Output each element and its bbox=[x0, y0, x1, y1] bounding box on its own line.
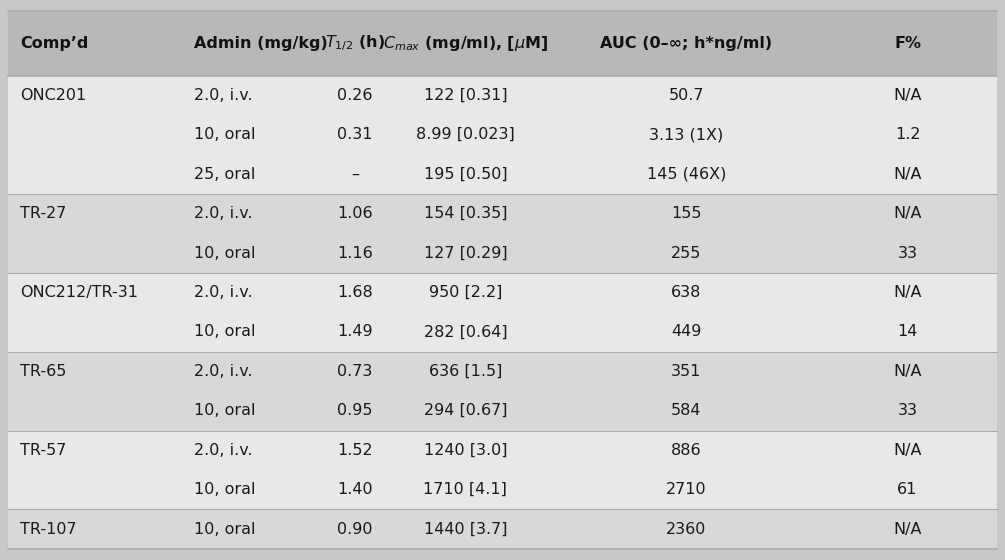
Text: 154 [0.35]: 154 [0.35] bbox=[423, 206, 508, 221]
Bar bbox=[8, 273, 997, 352]
Text: 14: 14 bbox=[897, 324, 918, 339]
Bar bbox=[8, 11, 997, 76]
Text: TR-65: TR-65 bbox=[20, 364, 66, 379]
Text: 10, oral: 10, oral bbox=[194, 245, 255, 260]
Text: $C_{max}$ (mg/ml), [$\mu$M]: $C_{max}$ (mg/ml), [$\mu$M] bbox=[383, 34, 548, 53]
Bar bbox=[8, 76, 997, 194]
Text: 1.06: 1.06 bbox=[337, 206, 373, 221]
Text: 122 [0.31]: 122 [0.31] bbox=[423, 88, 508, 103]
Bar bbox=[8, 194, 997, 273]
Text: 1.68: 1.68 bbox=[337, 285, 373, 300]
Text: TR-57: TR-57 bbox=[20, 443, 66, 458]
Text: 33: 33 bbox=[897, 245, 918, 260]
Text: 2.0, i.v.: 2.0, i.v. bbox=[194, 206, 252, 221]
Text: 638: 638 bbox=[671, 285, 701, 300]
Text: N/A: N/A bbox=[893, 364, 922, 379]
Text: N/A: N/A bbox=[893, 443, 922, 458]
Text: 1240 [3.0]: 1240 [3.0] bbox=[423, 443, 508, 458]
Text: N/A: N/A bbox=[893, 88, 922, 103]
Text: 10, oral: 10, oral bbox=[194, 403, 255, 418]
Text: 636 [1.5]: 636 [1.5] bbox=[428, 364, 502, 379]
Text: 10, oral: 10, oral bbox=[194, 127, 255, 142]
Text: ONC212/TR-31: ONC212/TR-31 bbox=[20, 285, 138, 300]
Text: 351: 351 bbox=[671, 364, 701, 379]
Text: 10, oral: 10, oral bbox=[194, 324, 255, 339]
Text: 2.0, i.v.: 2.0, i.v. bbox=[194, 443, 252, 458]
Text: ONC201: ONC201 bbox=[20, 88, 86, 103]
Text: 10, oral: 10, oral bbox=[194, 521, 255, 536]
Text: N/A: N/A bbox=[893, 285, 922, 300]
Text: Admin (mg/kg): Admin (mg/kg) bbox=[194, 36, 328, 51]
Text: 10, oral: 10, oral bbox=[194, 482, 255, 497]
Text: 2.0, i.v.: 2.0, i.v. bbox=[194, 88, 252, 103]
Text: 0.95: 0.95 bbox=[337, 403, 373, 418]
Text: N/A: N/A bbox=[893, 167, 922, 181]
Text: 1440 [3.7]: 1440 [3.7] bbox=[423, 521, 508, 536]
Text: 1710 [4.1]: 1710 [4.1] bbox=[423, 482, 508, 497]
Text: N/A: N/A bbox=[893, 521, 922, 536]
Text: 1.40: 1.40 bbox=[337, 482, 373, 497]
Text: 950 [2.2]: 950 [2.2] bbox=[428, 285, 502, 300]
Text: 1.49: 1.49 bbox=[337, 324, 373, 339]
Text: 2710: 2710 bbox=[666, 482, 707, 497]
Text: 2.0, i.v.: 2.0, i.v. bbox=[194, 285, 252, 300]
Bar bbox=[8, 352, 997, 431]
Text: 886: 886 bbox=[671, 443, 701, 458]
Text: 3.13 (1X): 3.13 (1X) bbox=[649, 127, 724, 142]
Text: N/A: N/A bbox=[893, 206, 922, 221]
Text: 0.90: 0.90 bbox=[337, 521, 373, 536]
Text: AUC (0–∞; h*ng/ml): AUC (0–∞; h*ng/ml) bbox=[600, 36, 773, 51]
Text: Comp’d: Comp’d bbox=[20, 36, 88, 51]
Bar bbox=[8, 431, 997, 510]
Text: 33: 33 bbox=[897, 403, 918, 418]
Text: 449: 449 bbox=[671, 324, 701, 339]
Text: 255: 255 bbox=[671, 245, 701, 260]
Text: 61: 61 bbox=[897, 482, 918, 497]
Text: F%: F% bbox=[894, 36, 921, 51]
Text: 127 [0.29]: 127 [0.29] bbox=[423, 245, 508, 260]
Text: 195 [0.50]: 195 [0.50] bbox=[423, 167, 508, 181]
Text: 0.73: 0.73 bbox=[337, 364, 373, 379]
Text: 1.52: 1.52 bbox=[337, 443, 373, 458]
Text: $T_{1/2}$ (h): $T_{1/2}$ (h) bbox=[325, 34, 385, 53]
Text: –: – bbox=[351, 167, 359, 181]
Text: 0.31: 0.31 bbox=[337, 127, 373, 142]
Bar bbox=[8, 510, 997, 549]
Text: 1.16: 1.16 bbox=[337, 245, 373, 260]
Text: 294 [0.67]: 294 [0.67] bbox=[423, 403, 508, 418]
Text: 2360: 2360 bbox=[666, 521, 707, 536]
Text: TR-107: TR-107 bbox=[20, 521, 76, 536]
Text: 25, oral: 25, oral bbox=[194, 167, 255, 181]
Text: 584: 584 bbox=[671, 403, 701, 418]
Text: 155: 155 bbox=[671, 206, 701, 221]
Text: 1.2: 1.2 bbox=[894, 127, 921, 142]
Text: 282 [0.64]: 282 [0.64] bbox=[423, 324, 508, 339]
Text: 145 (46X): 145 (46X) bbox=[647, 167, 726, 181]
Text: 0.26: 0.26 bbox=[337, 88, 373, 103]
Text: 50.7: 50.7 bbox=[668, 88, 705, 103]
Text: 8.99 [0.023]: 8.99 [0.023] bbox=[416, 127, 515, 142]
Text: TR-27: TR-27 bbox=[20, 206, 66, 221]
Text: 2.0, i.v.: 2.0, i.v. bbox=[194, 364, 252, 379]
